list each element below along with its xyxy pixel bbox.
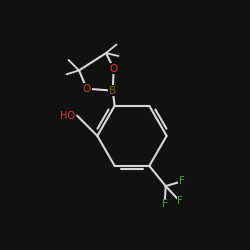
Text: B: B: [109, 86, 116, 96]
Text: O: O: [110, 64, 118, 74]
Text: O: O: [82, 84, 91, 94]
Text: F: F: [177, 196, 183, 206]
Text: HO: HO: [60, 111, 75, 121]
Text: F: F: [179, 176, 185, 186]
Text: F: F: [162, 200, 168, 209]
